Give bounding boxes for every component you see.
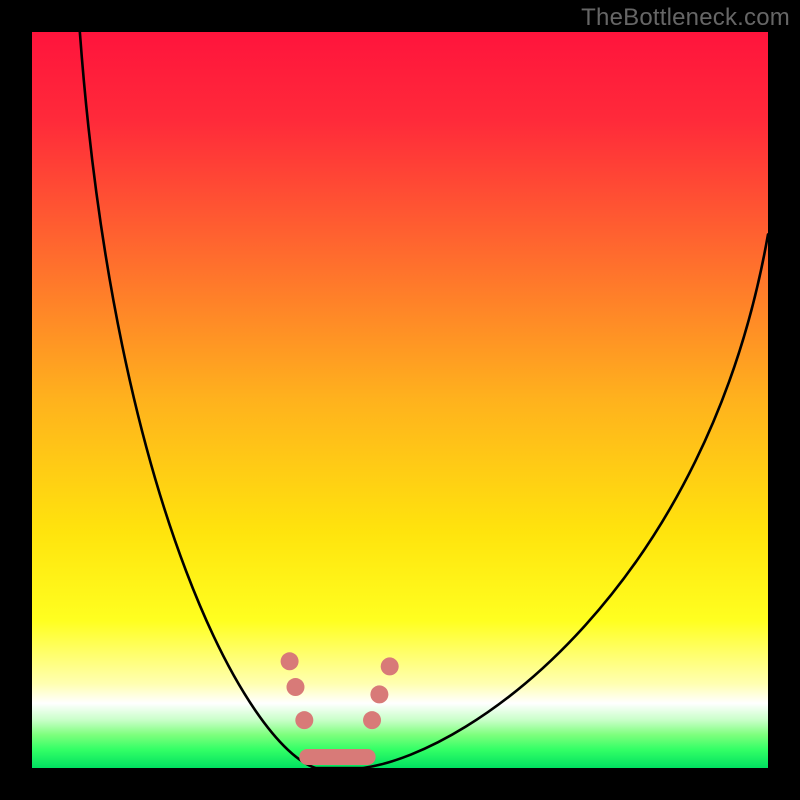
bottleneck-chart — [0, 0, 800, 800]
marker-dot — [381, 657, 399, 675]
marker-dot — [295, 711, 313, 729]
chart-stage: TheBottleneck.com — [0, 0, 800, 800]
marker-dot — [281, 652, 299, 670]
marker-dot — [286, 678, 304, 696]
chart-gradient-bg — [32, 32, 768, 768]
marker-dot — [363, 711, 381, 729]
marker-dot — [370, 685, 388, 703]
watermark-text: TheBottleneck.com — [581, 4, 790, 32]
